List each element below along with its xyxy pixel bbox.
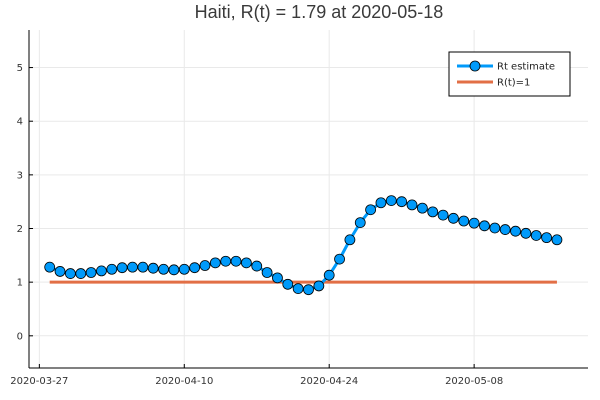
rt-estimate-point <box>406 199 418 211</box>
rt-estimate-point <box>251 260 263 272</box>
rt-estimate-point <box>427 206 439 218</box>
rt-estimate-point <box>137 261 149 273</box>
x-tick-label: 2020-04-24 <box>300 376 358 387</box>
rt-estimate-point <box>65 268 76 279</box>
rt-estimate-point <box>116 262 128 274</box>
rt-estimate-point <box>385 195 397 207</box>
rt-estimate-point <box>479 220 490 232</box>
rt-estimate-point <box>303 284 314 296</box>
rt-estimate-point <box>178 263 190 275</box>
y-tick-label: 3 <box>17 170 23 181</box>
rt-estimate-point <box>551 234 563 246</box>
rt-estimate-point <box>375 197 387 209</box>
rt-estimate-point <box>85 267 97 278</box>
rt-estimate-point <box>365 204 377 216</box>
rt-estimate-point <box>313 280 325 292</box>
ticks-layer: 0 1 2 3 4 5 2020-03-27 2020-04-10 2020-04-24 2020… <box>10 63 503 387</box>
legend-marker-rt-estimate <box>469 60 481 72</box>
rt-estimate-point <box>209 257 221 269</box>
series-line-rt-estimate <box>49 199 558 292</box>
rt-estimate-point <box>489 222 501 234</box>
rt-estimate-point <box>158 263 169 275</box>
rt-estimate-point <box>448 212 459 224</box>
rt-estimate-point <box>189 262 201 274</box>
rt-estimate-point <box>44 261 56 273</box>
rt-estimate-point <box>334 253 345 265</box>
rt-estimate-point <box>323 269 335 281</box>
rt-estimate-point <box>106 263 118 275</box>
y-tick-label: 0 <box>17 331 23 342</box>
rt-estimate-point <box>458 215 470 227</box>
rt-estimate-point <box>541 232 552 244</box>
chart-title: Haiti, R(t) = 1.79 at 2020-05-18 <box>195 2 444 22</box>
legend-box <box>448 51 571 97</box>
y-tick-label: 5 <box>17 63 23 74</box>
y-tick-label: 4 <box>17 117 23 128</box>
rt-estimate-point <box>520 227 532 239</box>
rt-estimate-point <box>272 272 283 284</box>
rt-estimate-point <box>261 267 273 278</box>
y-tick-label: 2 <box>17 224 23 235</box>
rt-estimate-point <box>147 262 159 274</box>
legend-label-rt-equals-1: R(t)=1 <box>497 78 530 89</box>
rt-estimate-point <box>75 268 87 279</box>
rt-estimate-point <box>416 202 428 214</box>
rt-estimate-point <box>240 257 252 269</box>
rt-estimate-point <box>344 234 356 246</box>
rt-estimate-point <box>292 283 304 294</box>
rt-estimate-point <box>354 217 366 229</box>
rt-estimate-point <box>220 255 232 267</box>
rt-estimate-point <box>510 225 521 237</box>
rt-estimate-point <box>168 264 180 276</box>
x-tick-label: 2020-04-10 <box>155 376 213 387</box>
rt-estimate-point <box>96 265 107 277</box>
rt-estimate-point <box>396 196 408 208</box>
x-tick-label: 2020-03-27 <box>10 376 68 387</box>
rt-estimate-point <box>437 209 449 221</box>
x-tick-label: 2020-05-08 <box>445 376 503 387</box>
rt-estimate-point <box>468 217 480 229</box>
legend-label-rt-estimate: Rt estimate <box>497 62 555 73</box>
y-tick-label: 1 <box>17 278 23 289</box>
series-layer <box>44 195 563 296</box>
rt-estimate-point <box>54 266 66 277</box>
legend: Rt estimate R(t)=1 <box>448 51 571 97</box>
rt-estimate-point <box>282 278 294 290</box>
axes-layer <box>28 30 588 369</box>
rt-estimate-point <box>499 224 511 235</box>
rt-estimate-point <box>127 261 138 273</box>
rt-estimate-point <box>230 255 242 267</box>
rt-estimate-point <box>530 230 542 241</box>
rt-estimate-point <box>199 260 211 271</box>
